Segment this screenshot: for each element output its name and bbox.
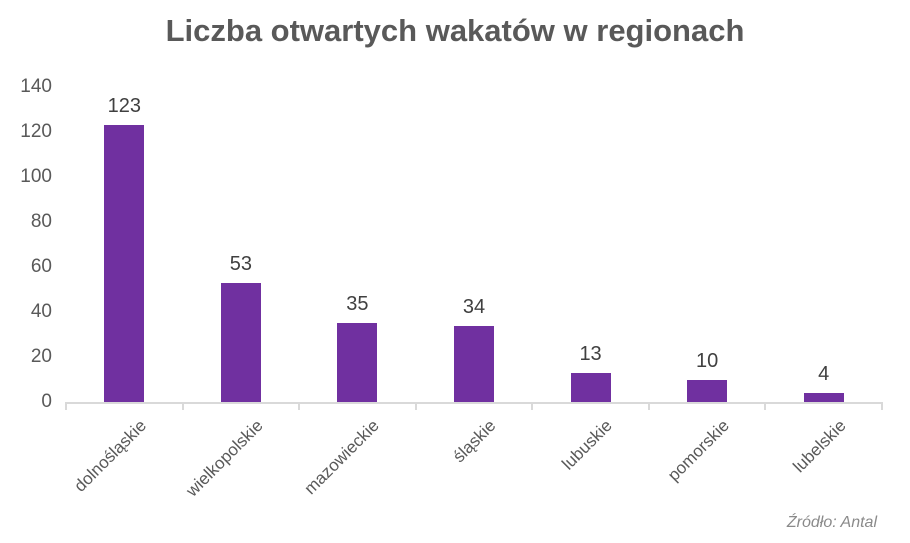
y-tick-label: 60 [30,256,52,277]
x-axis-label: lubelskie [788,416,850,477]
x-tick-mark [647,402,650,410]
y-tick-label: 100 [20,166,52,187]
x-axis-line [66,402,882,404]
bar-value-label: 123 [107,95,141,118]
bar-value-label: 10 [696,349,719,372]
x-tick-mark [764,402,767,410]
y-tick-label: 140 [20,76,52,97]
bar-value-label: 53 [229,252,252,275]
chart-title: Liczba otwartych wakatów w regionach [165,13,745,48]
bar [220,282,261,402]
x-tick-mark [298,402,301,410]
x-axis-label: wielkopolskie [182,416,267,501]
y-tick-label: 40 [30,301,52,322]
bar [687,379,728,402]
x-axis-label: pomorskie [663,416,733,485]
bar-value-label: 35 [346,293,369,316]
x-tick-mark [414,402,417,410]
x-axis-label: dolnośląskie [70,416,150,496]
bar-value-label: 13 [579,342,602,365]
plot-area: 123 dolnośląskie 53 wielkopolskie 35 mazowiec… [65,87,883,500]
bar [104,125,145,402]
x-axis-label: śląskie [449,416,500,467]
bar [803,393,844,402]
x-tick-mark [881,402,883,410]
y-tick-label: 120 [20,121,52,142]
x-tick-mark [181,402,184,410]
bar [570,372,611,402]
x-axis-label: mazowieckie [300,416,383,499]
x-tick-mark [531,402,534,410]
source-note: Źródło: Antal [786,514,877,531]
bar [337,323,378,402]
x-tick-mark [65,402,67,410]
bar-value-label: 4 [818,363,830,385]
bar-value-label: 34 [462,295,486,318]
x-axis-label: lubuskie [558,416,617,474]
y-tick-label: 80 [30,211,52,232]
y-tick-label: 0 [41,391,52,412]
bar [454,325,494,402]
y-tick-label: 20 [30,346,52,367]
